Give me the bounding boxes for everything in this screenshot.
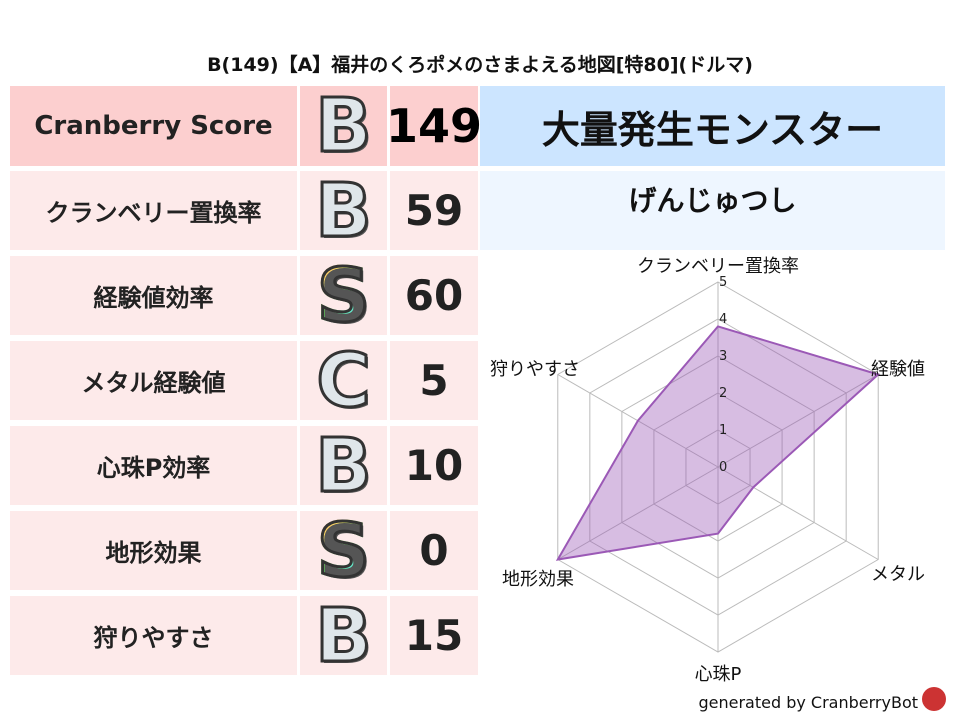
- axis-label: メタル: [871, 564, 925, 585]
- axis-label: クランベリー置換率: [637, 256, 799, 277]
- grid-spoke: [557, 466, 719, 560]
- data-polygon: [555, 325, 881, 561]
- row-grade: S: [315, 506, 371, 595]
- row-label: 経験値効率: [10, 256, 297, 335]
- row-label: 心珠P効率: [10, 426, 297, 505]
- tick-label: 2: [719, 386, 727, 401]
- row-value: 0: [390, 511, 478, 590]
- row-value: 60: [390, 256, 478, 335]
- row-grade: B: [314, 421, 373, 510]
- row-value: 5: [390, 341, 478, 420]
- cranberrybot-logo-icon: [922, 687, 946, 711]
- tick-label: 5: [719, 275, 727, 290]
- tick-label: 4: [719, 312, 727, 327]
- grid-spoke: [717, 374, 879, 468]
- tick-label: 1: [719, 423, 727, 438]
- monster-name: げんじゅつし: [480, 171, 945, 250]
- score-label: Cranberry Score: [10, 86, 297, 166]
- row-value: 15: [390, 596, 478, 675]
- row-grade: S: [315, 251, 371, 340]
- row-label: 狩りやすさ: [10, 596, 297, 675]
- footer-credit: generated by CranberryBot: [698, 693, 918, 712]
- score-grade: B: [314, 82, 373, 171]
- grid-spoke: [717, 466, 879, 560]
- row-grade: C: [315, 336, 372, 425]
- page-title: B(149)【A】福井のくろポメのさまよえる地図[特80](ドルマ): [207, 54, 753, 76]
- axis-label: 心珠P: [695, 664, 742, 685]
- tick-label: 0: [719, 460, 727, 475]
- tick-label: 3: [719, 349, 727, 364]
- row-label: 地形効果: [10, 511, 297, 590]
- row-label: メタル経験値: [10, 341, 297, 420]
- axis-label: 狩りやすさ: [490, 359, 580, 380]
- row-value: 59: [390, 171, 478, 250]
- row-value: 10: [390, 426, 478, 505]
- row-grade: B: [314, 166, 373, 255]
- monster-header: 大量発生モンスター: [480, 86, 945, 166]
- row-label: クランベリー置換率: [10, 171, 297, 250]
- score-value: 149: [386, 86, 482, 166]
- row-grade: B: [314, 591, 373, 680]
- axis-label: 経験値: [871, 359, 925, 380]
- axis-label: 地形効果: [502, 569, 574, 590]
